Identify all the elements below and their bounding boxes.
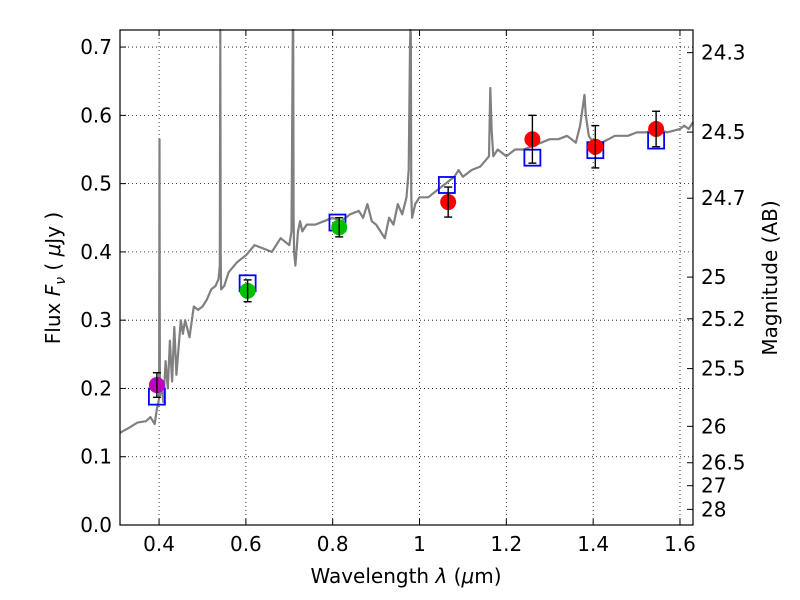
y-tick-label: 0.6 [80, 103, 112, 127]
y-tick-label: 0.0 [80, 513, 112, 537]
y-tick-label: 0.3 [80, 308, 112, 332]
y2-tick-label: 25.2 [701, 307, 746, 331]
model-flux-square [437, 176, 456, 194]
x-tick-label: 0.8 [317, 532, 349, 556]
x-tick-label: 1.2 [490, 532, 522, 556]
y-tick-label: 0.7 [80, 35, 112, 59]
y-tick-label: 0.1 [80, 445, 112, 469]
x-tick-label: 1.4 [577, 532, 609, 556]
axis-ticks: 0.4 0.6 0.8 1 1.2 1.4 1.6 0.0 0.1 0.2 0.3 0.4 0.5 0.6… [80, 30, 746, 556]
grid [120, 30, 693, 526]
series [119, 28, 694, 434]
y-tick-label: 0.4 [80, 240, 112, 264]
y-axis-label: Flux Fν ( μJy ) [41, 212, 69, 344]
y2-tick-label: 27 [701, 474, 726, 498]
x-tick-label: 0.4 [143, 532, 175, 556]
y2-tick-label: 24.5 [701, 120, 746, 144]
y2-tick-label: 26.5 [701, 451, 746, 475]
x-axis-label: Wavelength λ (μm) [310, 564, 501, 588]
y2-axis-label: Magnitude (AB) [758, 200, 782, 355]
y-tick-label: 0.2 [80, 376, 112, 400]
y2-tick-label: 25 [701, 265, 726, 289]
y2-tick-label: 24.3 [701, 41, 746, 65]
plot-frame [119, 29, 694, 526]
x-tick-label: 1 [413, 532, 426, 556]
model-spectrum-line [119, 28, 694, 434]
x-tick-label: 1.6 [664, 532, 696, 556]
y2-tick-label: 24.7 [701, 186, 746, 210]
y2-tick-label: 26 [701, 414, 726, 438]
x-tick-label: 0.6 [230, 532, 262, 556]
y-tick-label: 0.5 [80, 172, 112, 196]
y2-tick-label: 25.5 [701, 357, 746, 381]
model-photometry [147, 131, 666, 406]
observed-photometry [148, 110, 665, 399]
y2-tick-label: 28 [701, 497, 726, 521]
